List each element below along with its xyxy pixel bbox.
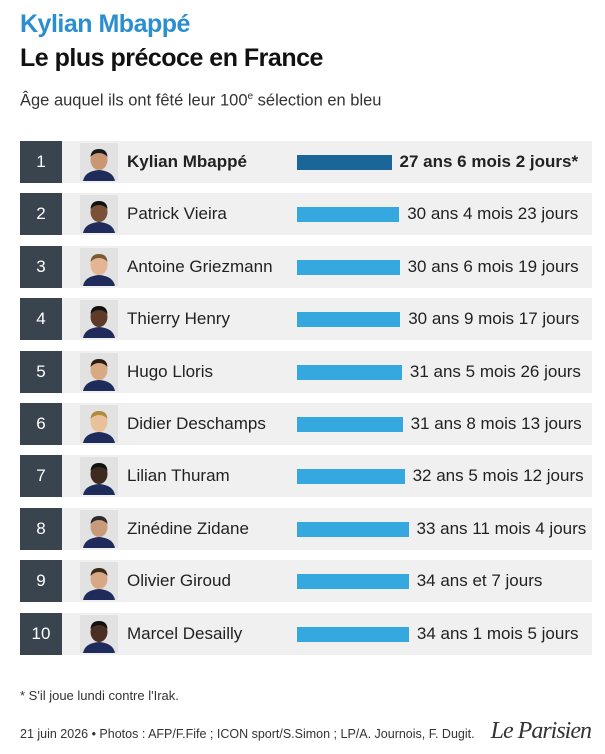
bar <box>297 469 405 485</box>
rank-badge: 10 <box>20 612 62 655</box>
chart-row: 8 Zinédine Zidane 33 ans 11 mois 4 jours <box>20 507 592 550</box>
rank-badge: 3 <box>20 245 62 288</box>
player-name: Patrick Vieira <box>127 204 227 224</box>
chart-row: 6 Didier Deschamps 31 ans 8 mois 13 jours <box>20 402 592 445</box>
player-photo <box>80 562 118 601</box>
age-label: 30 ans 4 mois 23 jours <box>407 204 579 224</box>
credits: 21 juin 2026 • Photos : AFP/F.Fife ; ICO… <box>20 727 475 741</box>
bar <box>297 155 392 170</box>
age-label: 33 ans 11 mois 4 jours <box>416 518 587 538</box>
player-name: Lilian Thuram <box>127 466 230 486</box>
player-name: Zinédine Zidane <box>127 518 249 538</box>
player-photo <box>80 143 118 181</box>
age-label: 34 ans 1 mois 5 jours <box>416 623 579 643</box>
age-label: 31 ans 8 mois 13 jours <box>410 413 582 433</box>
player-photo <box>80 247 118 286</box>
rank-badge: 9 <box>20 560 62 603</box>
player-name: Kylian Mbappé <box>127 152 247 171</box>
bar <box>297 626 409 642</box>
age-label: 30 ans 6 mois 19 jours <box>407 256 579 276</box>
chart-row: 2 Patrick Vieira 30 ans 4 mois 23 jours <box>20 193 592 236</box>
player-photo <box>80 614 118 653</box>
bar <box>297 259 400 275</box>
player-photo <box>80 352 118 391</box>
player-photo <box>80 457 118 496</box>
bar <box>297 574 409 590</box>
age-label: 31 ans 5 mois 26 jours <box>409 361 581 381</box>
chart-subtitle: Le plus précoce en France <box>20 44 323 72</box>
bar <box>297 207 400 223</box>
chart-row: 4 Thierry Henry 30 ans 9 mois 17 jours <box>20 298 592 341</box>
le-parisien-logo: Le Parisien <box>490 718 592 744</box>
chart-row: 3 Antoine Griezmann 30 ans 6 mois 19 jours <box>20 245 592 288</box>
player-photo <box>80 404 118 443</box>
rank-badge: 5 <box>20 350 62 393</box>
player-name: Thierry Henry <box>127 309 230 329</box>
chart-description: Âge auquel ils ont fêté leur 100e sélect… <box>20 91 382 110</box>
rank-badge: 6 <box>20 402 62 445</box>
bar <box>297 312 401 328</box>
chart-row: 9 Olivier Giroud 34 ans et 7 jours <box>20 560 592 603</box>
player-name: Antoine Griezmann <box>127 256 273 276</box>
chart-row: 10 Marcel Desailly 34 ans 1 mois 5 jours <box>20 612 592 655</box>
player-name: Olivier Giroud <box>127 571 231 591</box>
chart-row: 1 Kylian Mbappé 27 ans 6 mois 2 jours* <box>20 141 592 183</box>
player-photo <box>80 195 118 234</box>
chart-title: Kylian Mbappé <box>20 10 190 38</box>
chart-row: 7 Lilian Thuram 32 ans 5 mois 12 jours <box>20 455 592 498</box>
rank-badge: 4 <box>20 298 62 341</box>
bar <box>297 364 402 380</box>
bar <box>297 521 409 537</box>
chart-row: 5 Hugo Lloris 31 ans 5 mois 26 jours <box>20 350 592 393</box>
age-label: 30 ans 9 mois 17 jours <box>408 309 580 329</box>
rank-badge: 8 <box>20 507 62 550</box>
player-photo <box>80 300 118 339</box>
player-name: Marcel Desailly <box>127 623 243 643</box>
bar-chart: 1 Kylian Mbappé 27 ans 6 mois 2 jours* 2 Pat… <box>20 141 592 665</box>
age-label: 32 ans 5 mois 12 jours <box>412 466 584 486</box>
player-photo <box>80 509 118 548</box>
bar <box>297 416 403 432</box>
age-label: 27 ans 6 mois 2 jours* <box>399 152 579 171</box>
rank-badge: 2 <box>20 193 62 236</box>
age-label: 34 ans et 7 jours <box>416 571 543 591</box>
player-name: Hugo Lloris <box>127 361 213 381</box>
footnote: * S'il joue lundi contre l'Irak. <box>20 688 179 703</box>
player-name: Didier Deschamps <box>127 413 266 433</box>
rank-badge: 1 <box>20 141 62 183</box>
rank-badge: 7 <box>20 455 62 498</box>
